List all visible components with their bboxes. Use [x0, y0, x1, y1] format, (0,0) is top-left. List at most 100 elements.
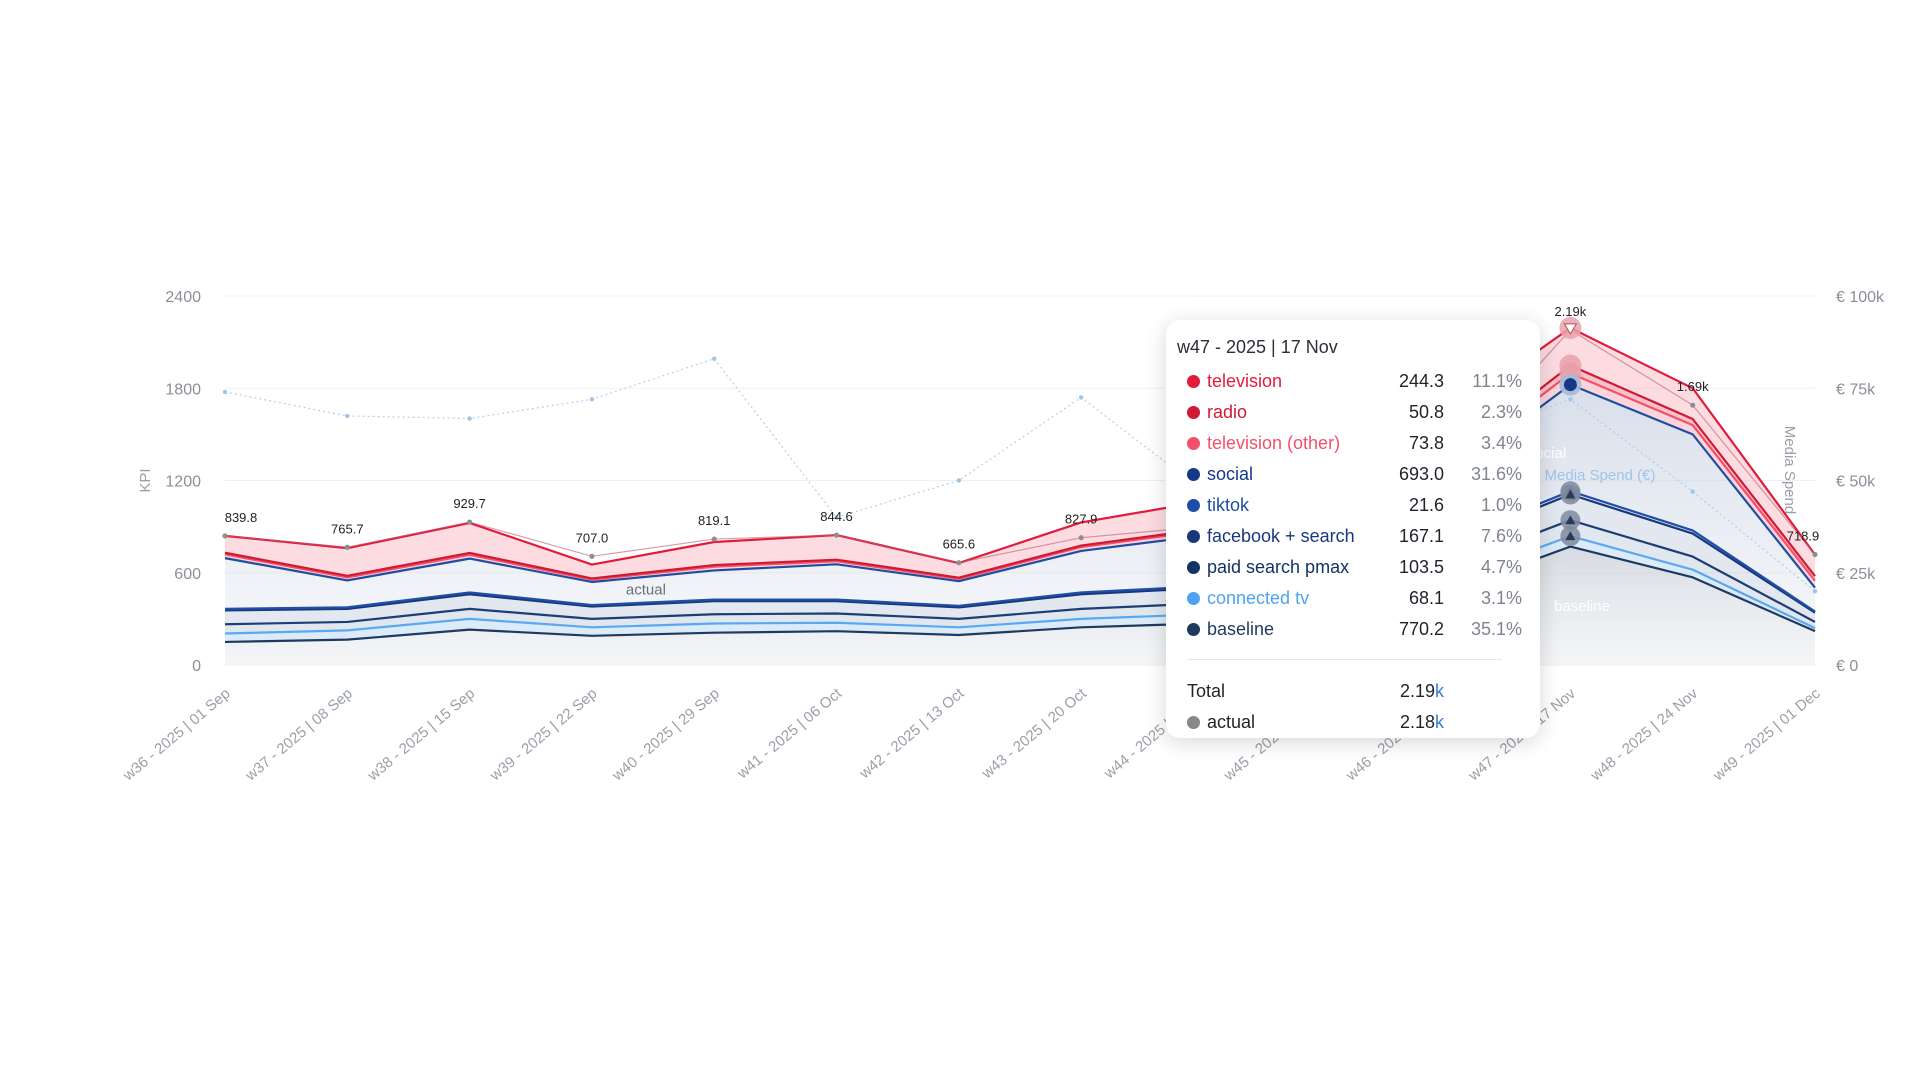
tooltip-series-pct: 4.7% — [1480, 557, 1522, 577]
media-spend-point — [589, 397, 595, 402]
y2-tick-label: € 25k — [1836, 566, 1876, 583]
line-tiktok — [224, 490, 1816, 613]
line-facebook-search — [224, 493, 1816, 614]
tooltip-series-pct: 1.0% — [1480, 495, 1522, 515]
y-tick-label: 0 — [192, 658, 201, 675]
media-spend-point — [1690, 489, 1695, 494]
tooltip-series-value: 73.8 — [1408, 433, 1444, 453]
media-spend-point — [467, 416, 472, 421]
media-spend-point — [956, 478, 962, 483]
y2-tick-label: € 0 — [1836, 658, 1858, 675]
triangle-up-icon — [1565, 531, 1576, 541]
tooltip-row-tiktok: tiktok 21.6 1.0% — [1177, 490, 1522, 521]
actual-data-label: 2.19k — [1554, 304, 1586, 319]
series-dot-icon — [1187, 437, 1200, 450]
media-spend-point — [1812, 589, 1818, 594]
y-tick-label: 600 — [174, 566, 201, 583]
tooltip-series-pct: 35.1% — [1470, 619, 1522, 639]
tooltip-series-pct: 3.4% — [1480, 433, 1522, 453]
media-spend-line — [224, 358, 1816, 592]
tooltip-series-name: facebook + search — [1207, 526, 1355, 546]
actual-data-label: 665.6 — [943, 537, 976, 552]
series-dot-icon — [1187, 530, 1200, 543]
tooltip-total-unit: k — [1435, 681, 1444, 701]
tooltip-series-pct: 7.6% — [1480, 526, 1522, 546]
tooltip-series-name: radio — [1207, 402, 1248, 422]
highlight-marker-social — [1563, 378, 1577, 392]
tooltip-row-television: television 244.3 11.1% — [1177, 366, 1522, 397]
y-tick-label: 1200 — [165, 474, 201, 491]
line-social — [224, 383, 1816, 589]
line-television-other- — [224, 372, 1816, 582]
tooltip-actual-value: 2.18k — [1364, 712, 1444, 733]
x-tick-label: w41 - 2025 | 06 Oct — [733, 685, 845, 783]
triangle-up-icon — [1565, 515, 1576, 525]
media-spend-point — [222, 389, 228, 395]
media-spend-point — [834, 515, 839, 520]
actual-line — [224, 329, 1816, 564]
y-tick-label: 1800 — [165, 381, 201, 398]
tooltip-actual-number: 2.18 — [1399, 712, 1435, 732]
tooltip-series-name: social — [1207, 464, 1254, 484]
y-axis-title: KPI — [137, 468, 154, 492]
hover-tooltip: w47 - 2025 | 17 Nov television 244.3 11.1%… — [1166, 320, 1540, 738]
tooltip-series-pct: 2.3% — [1480, 402, 1522, 422]
tooltip-row-social: social 693.0 31.6% — [1177, 459, 1522, 490]
actual-data-label: 1.69k — [1677, 379, 1709, 394]
line-television — [224, 326, 1816, 566]
tooltip-series-name: television (other) — [1207, 433, 1341, 453]
actual-point — [589, 553, 595, 559]
series-dot-icon — [1187, 499, 1200, 512]
tooltip-actual-row: actual 2.18k — [1177, 707, 1522, 738]
triangle-up-icon — [1565, 489, 1576, 499]
x-tick-label: w48 - 2025 | 24 Nov — [1587, 685, 1702, 785]
tooltip-total-row: Total 2.19k — [1177, 676, 1522, 707]
x-tick-label: w40 - 2025 | 29 Sep — [608, 685, 722, 785]
y2-tick-label: € 75k — [1836, 381, 1876, 398]
actual-point — [833, 532, 840, 538]
actual-data-label: 844.6 — [820, 509, 853, 524]
actual-data-label: 718.9 — [1787, 528, 1820, 543]
triangle-down-icon — [1563, 323, 1578, 335]
x-tick-label: w39 - 2025 | 22 Sep — [486, 685, 600, 785]
area-connected-tv — [225, 536, 1815, 642]
actual-data-label: 827.9 — [1065, 512, 1098, 527]
tooltip-actual-label: actual — [1207, 712, 1256, 732]
tooltip-row-radio: radio 50.8 2.3% — [1177, 397, 1522, 428]
media-spend-point — [1078, 395, 1084, 400]
actual-data-label: 707.0 — [576, 530, 609, 545]
media-spend-point — [1568, 397, 1573, 402]
tooltip-series-value: 103.5 — [1398, 557, 1444, 577]
media-spend-series-label: Media Spend (€) — [1545, 467, 1656, 484]
tooltip-series-name: television — [1207, 371, 1283, 391]
tooltip-total-number: 2.19 — [1399, 681, 1435, 701]
line-baseline — [224, 545, 1816, 644]
tooltip-total-label: Total — [1187, 681, 1226, 701]
x-tick-label: w36 - 2025 | 01 Sep — [119, 685, 233, 785]
area-facebook-search — [225, 494, 1815, 625]
tooltip-series-value: 21.6 — [1408, 495, 1444, 515]
actual-point — [222, 533, 228, 539]
media-spend-point — [712, 356, 717, 361]
tooltip-total-value: 2.19k — [1364, 681, 1444, 702]
tooltip-title: w47 - 2025 | 17 Nov — [1177, 337, 1338, 357]
tooltip-divider — [1187, 659, 1502, 660]
y-tick-label: 2400 — [165, 289, 201, 306]
tooltip-series-name: baseline — [1207, 619, 1275, 639]
actual-data-label: 929.7 — [453, 496, 486, 511]
x-tick-label: w43 - 2025 | 20 Oct — [978, 685, 1090, 783]
tooltip-series-pct: 31.6% — [1470, 464, 1522, 484]
actual-point — [344, 544, 350, 550]
tooltip-series-pct: 3.1% — [1480, 588, 1522, 608]
tooltip-series-name: connected tv — [1207, 588, 1310, 608]
tooltip-series-value: 693.0 — [1398, 464, 1444, 484]
tooltip-row-television-other-: television (other) 73.8 3.4% — [1177, 428, 1522, 459]
x-tick-label: w49 - 2025 | 01 Dec — [1709, 685, 1824, 785]
actual-point — [467, 519, 473, 525]
tooltip-series-value: 167.1 — [1398, 526, 1444, 546]
x-tick-label: w38 - 2025 | 15 Sep — [364, 685, 478, 785]
y2-axis-title: Media Spend — [1781, 426, 1798, 514]
series-dot-icon — [1187, 592, 1200, 605]
